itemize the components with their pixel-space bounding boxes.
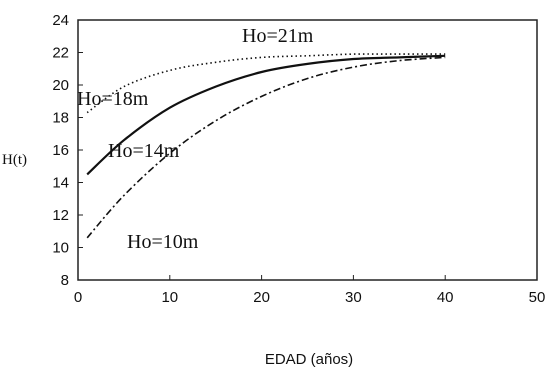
plot-frame bbox=[77, 19, 538, 281]
x-tick-label: 10 bbox=[161, 289, 178, 306]
annotation-ho-14: Ho=14m bbox=[108, 140, 180, 162]
x-tick-label: 50 bbox=[529, 289, 546, 306]
y-tick-label: 20 bbox=[52, 77, 69, 94]
y-tick-label: 22 bbox=[52, 45, 69, 62]
y-tick-label: 14 bbox=[52, 175, 69, 192]
y-tick-label: 24 bbox=[52, 12, 69, 29]
x-tick-label: 0 bbox=[74, 289, 82, 306]
series-line-3 bbox=[86, 56, 446, 239]
y-tick-label: 12 bbox=[52, 207, 69, 224]
x-axis-label: EDAD (años) bbox=[265, 351, 353, 368]
series-line-2 bbox=[86, 54, 446, 176]
x-tick-label: 30 bbox=[345, 289, 362, 306]
y-tick-label: 16 bbox=[52, 142, 69, 159]
annotation-ho-10: Ho=10m bbox=[127, 231, 199, 253]
series-line-1 bbox=[86, 53, 446, 114]
y-tick-label: 10 bbox=[52, 240, 69, 257]
annotation-ho-21: Ho=21m bbox=[242, 25, 314, 47]
annotation-ho-18: Ho=18m bbox=[77, 88, 149, 110]
x-tick-label: 40 bbox=[437, 289, 454, 306]
x-tick-label: 20 bbox=[253, 289, 270, 306]
y-axis-label: H(t) bbox=[2, 152, 27, 168]
y-tick-label: 18 bbox=[52, 110, 69, 127]
y-tick-label: 8 bbox=[61, 272, 69, 289]
